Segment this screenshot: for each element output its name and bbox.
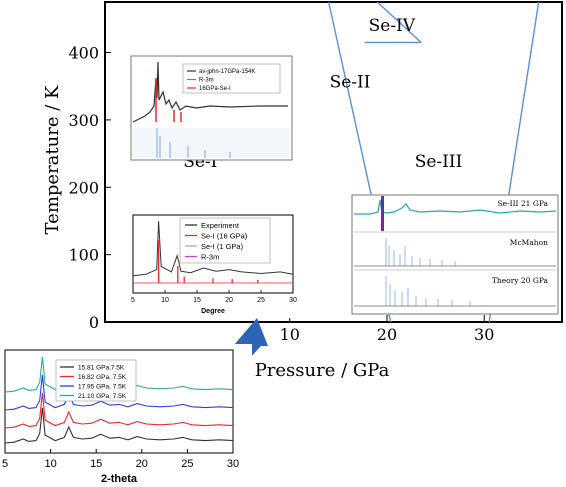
inset-bottom-left-legend-entries: 15.81 GPa,7.5K 16.82 GPa, 7.5K 17.95 GPa, … xyxy=(60,365,127,400)
inset-top-left: av-jphn-17GPa-154K R-3m 16GPa-Se-I xyxy=(130,55,293,161)
legend-label: Experiment xyxy=(201,221,240,230)
inset-top-left-blue-sticks xyxy=(156,128,231,158)
pattern-trace xyxy=(4,407,234,444)
y-tick-label: 100 xyxy=(68,246,99,265)
legend-label: av-jphn-17GPa-154K xyxy=(199,69,255,75)
legend-label: 16.82 GPa, 7.5K xyxy=(78,374,127,381)
y-axis-ticks: 0 100 200 300 400 xyxy=(68,44,111,332)
inset-right: Se-III 21 GPa McMahon Theory 20 GPa xyxy=(351,194,559,315)
inset-top-left-red-sticks xyxy=(155,78,182,122)
x-axis-label: Pressure / GPa xyxy=(255,360,390,381)
inset-top-left-legend-entries: av-jphn-17GPa-154K R-3m 16GPa-Se-I xyxy=(187,69,255,92)
inset-middle-left-series xyxy=(132,221,294,284)
inset-top-left-experiment-trace xyxy=(132,61,288,123)
y-tick-label: 0 xyxy=(89,313,99,332)
phase-label: Se-III xyxy=(415,152,463,172)
y-tick-label: 300 xyxy=(68,111,99,130)
tick-label: 25 xyxy=(181,458,193,470)
pattern-trace xyxy=(4,374,234,411)
legend-label: 21.10 GPa, 7.5K xyxy=(78,393,127,400)
tick-label: 30 xyxy=(227,458,239,470)
y-tick-label: 400 xyxy=(68,44,99,63)
inset-right-purple-marker xyxy=(381,196,384,231)
phase-diagram: 0 100 200 300 400 10 20 30 Temperature / K Pre… xyxy=(42,1,563,381)
inset-right-label-top: Se-III 21 GPa xyxy=(498,199,549,208)
tick-label: 25 xyxy=(257,297,265,304)
se4-top-line xyxy=(376,1,422,43)
inset-top-left-legend xyxy=(182,63,281,94)
phase-label: Se-II xyxy=(330,73,371,93)
inset-right-top-trace xyxy=(354,199,557,215)
tick-label: 10 xyxy=(44,458,56,470)
legend-label: R-3m xyxy=(199,78,214,84)
tick-label: 5 xyxy=(131,297,135,304)
y-tick-label: 200 xyxy=(68,178,99,197)
tick-label: 5 xyxy=(2,458,8,470)
tick-label: 15 xyxy=(90,458,102,470)
inset-bottom-left-xlabel: 2-theta xyxy=(101,473,138,485)
legend-label: R-3m xyxy=(201,253,219,262)
experiment-trace xyxy=(132,221,294,277)
inset-middle-left-legend-entries: Experiment Se-I (16 GPa)Se-I (1 GPa) R-3m xyxy=(185,221,248,262)
inset-right-bottom-sticks xyxy=(385,276,471,306)
legend-label: Se-I (1 GPa) xyxy=(201,242,244,251)
tick-label: 10 xyxy=(161,297,169,304)
x-tick-label: 10 xyxy=(280,325,300,344)
tick-label: 20 xyxy=(225,297,233,304)
legend-label: 16GPa-Se-I xyxy=(199,86,231,92)
phase-label: Se-IV xyxy=(369,16,416,36)
legend-label: Se-I (16 GPa) xyxy=(201,232,248,241)
tick-label: 20 xyxy=(136,458,148,470)
left-boundary xyxy=(327,1,378,223)
legend-label: 17.95 GPa, 7.5K xyxy=(78,384,127,391)
legend-label: 15.81 GPa,7.5K xyxy=(78,365,125,372)
inset-bottom-left-ticks: 5 10 15 20 25 30 xyxy=(2,449,239,470)
inset-middle-left: 5 10 15 20 25 30 Degree Experiment Se-I (16 GP… xyxy=(120,212,306,318)
tick-label: 15 xyxy=(193,297,201,304)
x-tick-label: 20 xyxy=(377,325,397,344)
y-axis-label: Temperature / K xyxy=(42,85,63,234)
pattern-trace xyxy=(4,392,234,429)
inset-middle-left-ticks: 5 10 15 20 25 30 xyxy=(131,290,297,304)
x-axis-ticks: 10 20 30 xyxy=(280,315,494,344)
inset-right-label-bottom: Theory 20 GPa xyxy=(492,276,549,285)
inset-right-label-middle: McMahon xyxy=(510,238,548,247)
tick-label: 30 xyxy=(289,297,297,304)
x-tick-label: 30 xyxy=(474,325,494,344)
inset-bottom-left: 5 10 15 20 25 30 2-theta 15.81 GPa,7.5K 16.82 … xyxy=(0,344,252,487)
inset-middle-left-xlabel: Degree xyxy=(201,308,225,315)
inset-right-middle-sticks xyxy=(385,238,456,266)
inset-top-left-lower-band xyxy=(133,128,290,158)
